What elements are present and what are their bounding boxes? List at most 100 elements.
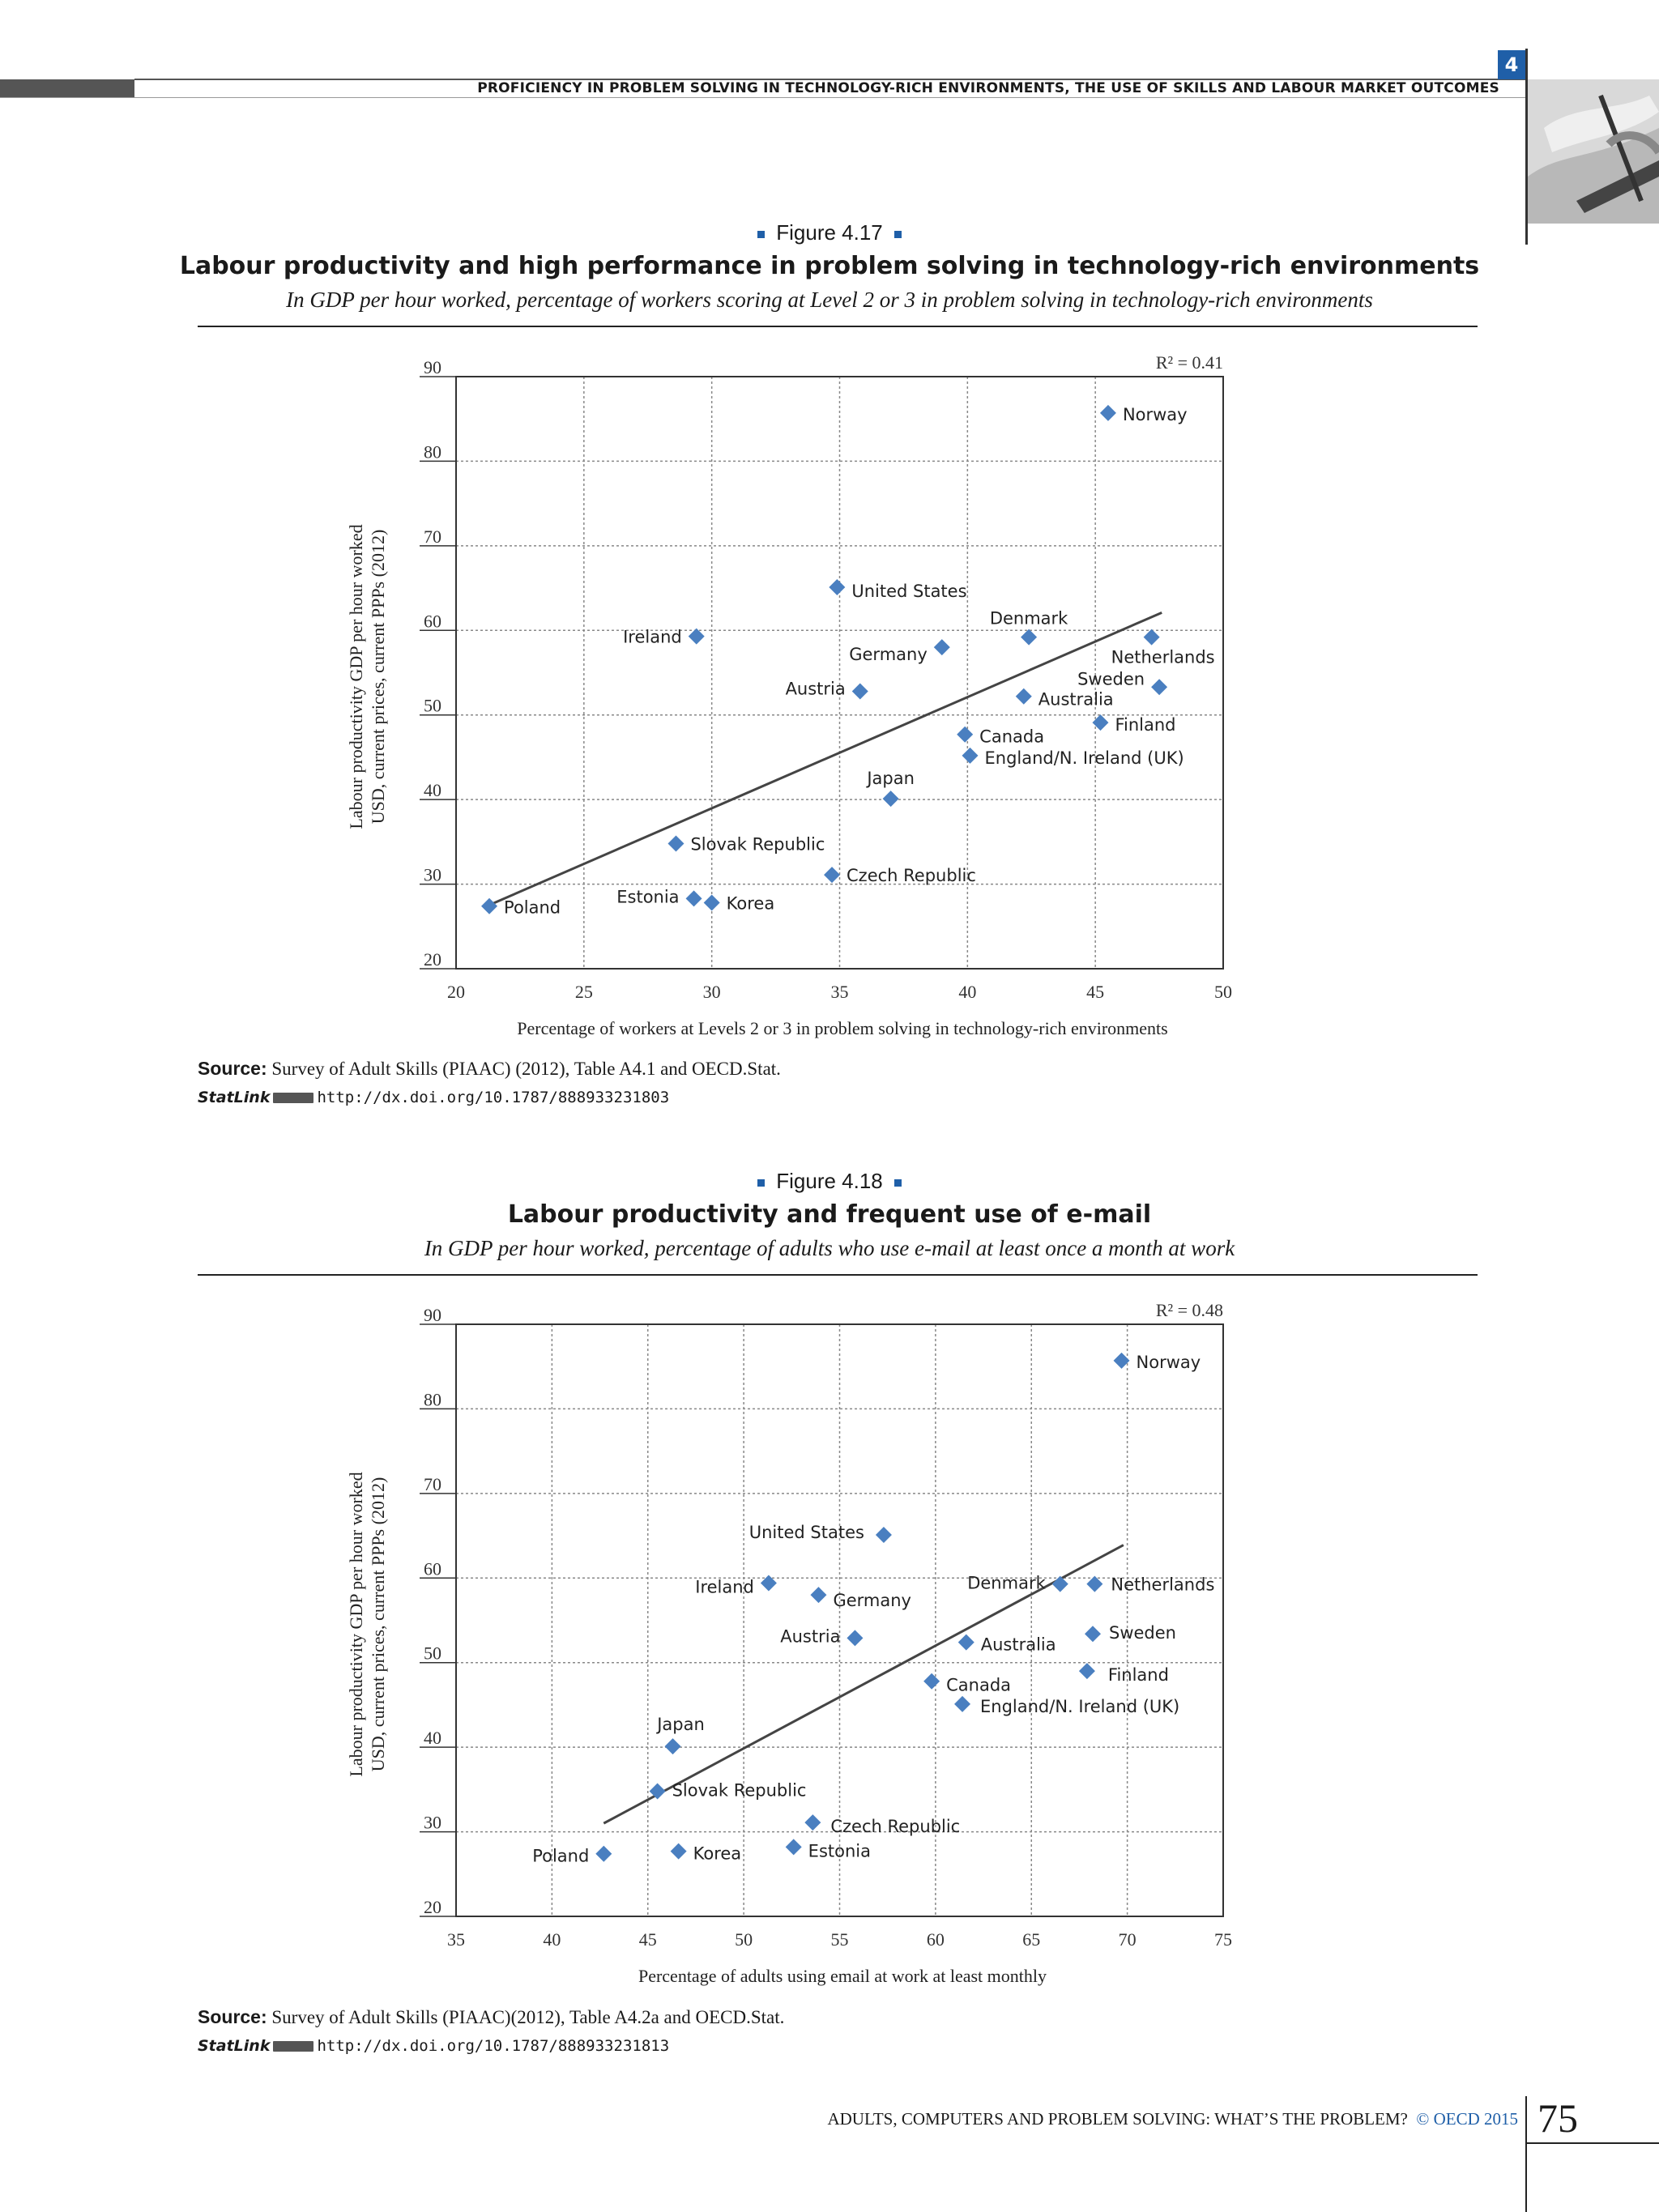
data-point-marker (688, 628, 705, 645)
data-point-marker (1086, 1575, 1103, 1592)
data-point-marker (923, 1673, 940, 1690)
chapter-number-badge: 4 (1498, 50, 1525, 79)
y-tick-label: 90 (424, 357, 441, 377)
x-tick-label: 70 (1119, 1929, 1137, 1950)
y-tick-label: 40 (424, 1728, 441, 1748)
data-point-marker (847, 1630, 864, 1647)
data-point-marker (1021, 629, 1038, 646)
data-point-label: Sweden (1109, 1623, 1176, 1643)
x-tick-label: 75 (1214, 1929, 1232, 1950)
data-point-label: Norway (1123, 405, 1188, 424)
trend-line (486, 611, 1162, 908)
figure-rule (198, 326, 1478, 327)
r-squared-annotation: R² = 0.41 (1156, 352, 1223, 373)
y-axis-label: USD, current prices, current PPPs (2012) (368, 530, 388, 825)
x-axis-label: Percentage of adults using email at work… (638, 1966, 1047, 1986)
y-tick-label: 70 (424, 526, 441, 547)
figure-subtitle: In GDP per hour worked, percentage of wo… (286, 288, 1373, 312)
x-tick-label: 20 (447, 982, 465, 1002)
data-point-label: Poland (504, 898, 561, 918)
y-tick-label: 50 (424, 696, 441, 716)
plot-frame (455, 376, 1224, 970)
statlink-url[interactable]: http://dx.doi.org/10.1787/888933231813 (317, 2037, 670, 2055)
x-tick-label: 35 (831, 982, 849, 1002)
x-tick-label: 50 (1214, 982, 1232, 1002)
statlink-url[interactable]: http://dx.doi.org/10.1787/888933231803 (317, 1089, 670, 1106)
x-tick-label: 35 (447, 1929, 465, 1950)
data-point-marker (1051, 1575, 1068, 1592)
footer-book-title: ADULTS, COMPUTERS AND PROBLEM SOLVING: W… (827, 2109, 1408, 2129)
x-tick-label: 45 (1086, 982, 1104, 1002)
data-point-label: Germany (833, 1591, 911, 1610)
data-point-label: Finland (1108, 1665, 1169, 1685)
data-point-label: Germany (849, 645, 928, 664)
data-point-marker (670, 1843, 687, 1860)
data-point-marker (804, 1814, 821, 1831)
y-tick-label: 30 (424, 1813, 441, 1833)
plot-frame (455, 1323, 1224, 1917)
bullet-square-icon (893, 1178, 902, 1187)
data-point-label: Korea (693, 1844, 742, 1864)
data-point-label: Australia (1038, 690, 1114, 710)
page-number: 75 (1537, 2095, 1578, 2141)
data-point-label: Ireland (623, 628, 682, 647)
statlink-icon (273, 2041, 314, 2052)
data-point-label: Ireland (695, 1578, 754, 1597)
y-axis-label: Labour productivity GDP per hour worked (346, 1472, 366, 1776)
header-bar (0, 79, 134, 97)
data-point-label: Czech Republic (830, 1817, 960, 1836)
data-point-marker (760, 1575, 777, 1592)
data-point-marker (1092, 714, 1109, 731)
y-tick-label: 60 (424, 1558, 441, 1579)
data-point-marker (824, 867, 841, 884)
y-axis-label: USD, current prices, current PPPs (2012) (368, 1477, 388, 1772)
data-point-marker (595, 1845, 612, 1862)
y-axis-label: Labour productivity GDP per hour worked (346, 524, 366, 829)
figure-subtitle: In GDP per hour worked, percentage of ad… (424, 1236, 1235, 1260)
data-point-marker (957, 1634, 975, 1651)
scatter-chart-problem-solving: 20 30 40 50 60 70 80 90 20 25 30 35 40 45 50 Percentage… (346, 352, 1232, 1038)
figure-source: Source: Survey of Adult Skills (PIAAC) (… (198, 1058, 781, 1079)
data-point-marker (1151, 679, 1168, 696)
x-axis-label: Percentage of workers at Levels 2 or 3 i… (517, 1018, 1167, 1038)
figure-label: Figure 4.17 (0, 220, 1659, 245)
x-tick-label: 40 (958, 982, 976, 1002)
data-point-marker (667, 835, 684, 852)
data-point-label: Czech Republic (847, 866, 976, 885)
data-point-marker (810, 1587, 827, 1604)
bullet-square-icon (893, 230, 902, 238)
data-point-marker (703, 894, 720, 911)
figure-title: Labour productivity and high performance… (179, 252, 1480, 280)
y-tick-label: 80 (424, 1389, 441, 1409)
data-point-label: Korea (727, 894, 775, 914)
data-point-label: Estonia (808, 1841, 871, 1860)
x-tick-label: 50 (735, 1929, 753, 1950)
x-tick-label: 25 (575, 982, 593, 1002)
data-point-marker (957, 726, 974, 743)
x-tick-label: 45 (639, 1929, 657, 1950)
figure-rule (198, 1274, 1478, 1276)
y-tick-label: 60 (424, 611, 441, 631)
data-point-label: Netherlands (1111, 648, 1215, 667)
data-point-marker (1085, 1626, 1102, 1643)
data-point-marker (1099, 404, 1116, 421)
data-point-label: United States (851, 582, 966, 601)
data-point-label: Slovak Republic (690, 834, 825, 854)
data-point-label: Netherlands (1111, 1575, 1214, 1595)
statlink[interactable]: StatLink http://dx.doi.org/10.1787/888933… (198, 1089, 670, 1106)
data-point-label: Japan (655, 1715, 705, 1734)
figure-source: Source: Survey of Adult Skills (PIAAC)(2… (198, 2006, 785, 2027)
data-point-marker (962, 747, 979, 764)
data-point-marker (829, 579, 846, 596)
data-point-label: Austria (780, 1626, 840, 1646)
y-tick-label: 80 (424, 441, 441, 462)
scatter-chart-email-use: 20 30 40 50 60 70 80 90 35 40 45 50 55 60 65 70 75 Percen… (346, 1300, 1232, 1986)
statlink[interactable]: StatLink http://dx.doi.org/10.1787/888933… (198, 2037, 670, 2055)
header-underline (0, 97, 1526, 98)
figure-title: Labour productivity and frequent use of … (507, 1200, 1152, 1229)
y-tick-label: 20 (424, 949, 441, 970)
x-tick-label: 30 (703, 982, 721, 1002)
footer-copyright: © OECD 2015 (1416, 2109, 1518, 2129)
y-tick-label: 30 (424, 865, 441, 885)
x-tick-label: 65 (1022, 1929, 1040, 1950)
